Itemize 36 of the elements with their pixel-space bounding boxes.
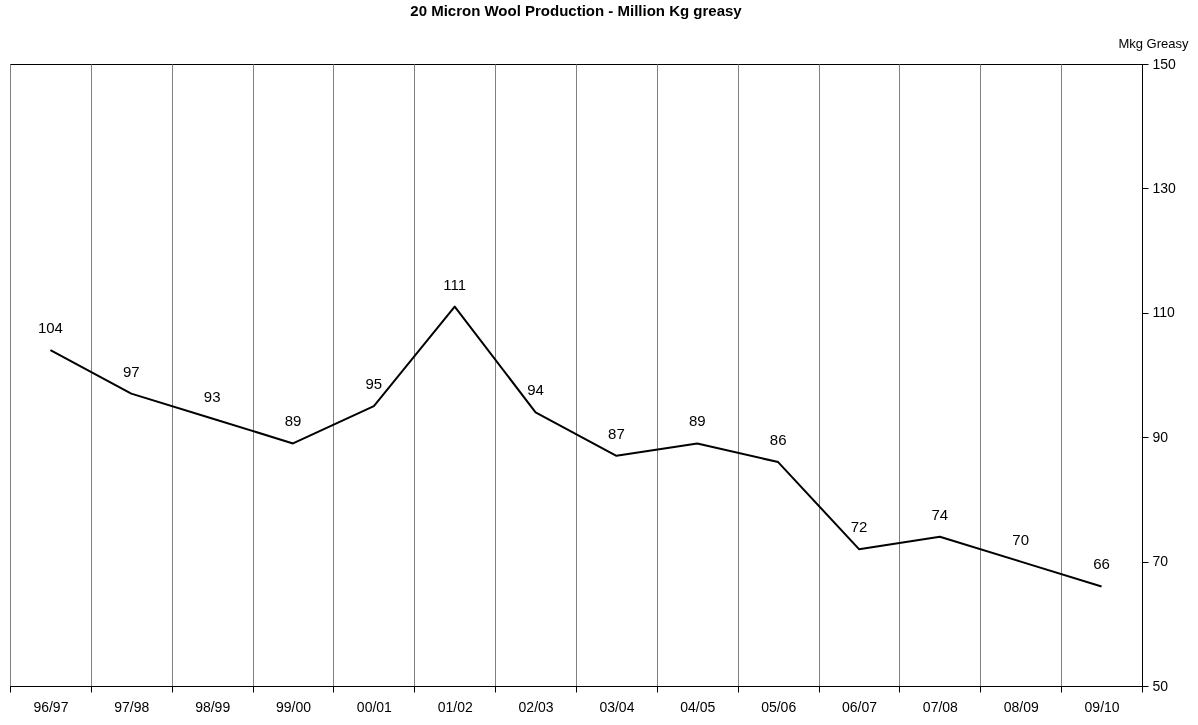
y-tick-label: 70 [1152, 553, 1169, 570]
data-label: 97 [122, 362, 140, 380]
data-label: 89 [284, 412, 302, 430]
y-tick-label: 90 [1152, 428, 1169, 445]
x-tick-label: 07/08 [922, 698, 959, 715]
data-label: 89 [688, 412, 706, 430]
x-tick-label: 06/07 [841, 698, 878, 715]
data-label: 72 [850, 518, 868, 536]
y-tick-label: 50 [1152, 677, 1169, 694]
data-label: 86 [769, 431, 787, 449]
y-axis-title: Mkg Greasy [1118, 35, 1189, 51]
y-tick-label: 130 [1152, 179, 1177, 196]
data-label: 95 [365, 375, 383, 393]
data-label: 94 [527, 381, 544, 399]
y-tick-label: 110 [1152, 304, 1176, 321]
data-label: 70 [1012, 530, 1030, 548]
data-label: 66 [1093, 555, 1110, 573]
x-tick-label: 05/06 [761, 698, 797, 715]
x-tick-label: 02/03 [518, 698, 554, 715]
x-tick-label: 00/01 [356, 698, 393, 715]
data-label: 87 [608, 424, 625, 442]
data-label: 93 [203, 387, 221, 405]
data-label: 111 [443, 275, 467, 293]
chart-title: 20 Micron Wool Production - Million Kg greasy [410, 2, 743, 19]
data-label: 74 [931, 505, 949, 523]
y-tick-label: 150 [1152, 55, 1177, 72]
data-label: 104 [37, 319, 63, 337]
x-tick-label: 03/04 [599, 698, 635, 715]
x-tick-label: 09/10 [1084, 698, 1120, 715]
x-tick-label: 98/99 [195, 698, 231, 715]
x-tick-label: 96/97 [33, 698, 69, 715]
x-tick-label: 08/09 [1003, 698, 1039, 715]
x-tick-label: 99/00 [275, 698, 312, 715]
x-tick-label: 01/02 [437, 698, 473, 715]
x-tick-label: 97/98 [114, 698, 150, 715]
x-tick-label: 04/05 [680, 698, 716, 715]
